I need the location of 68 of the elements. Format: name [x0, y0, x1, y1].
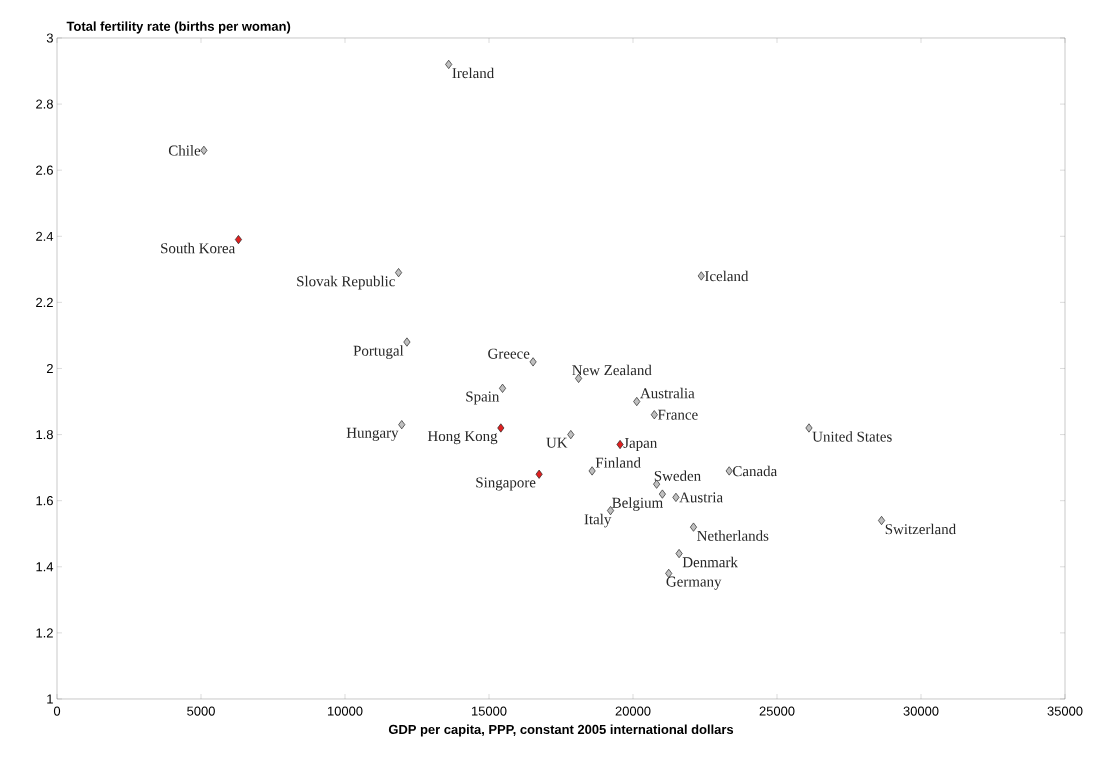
point — [725, 466, 733, 476]
point — [689, 522, 697, 532]
annotation: Italy — [584, 513, 612, 528]
point — [398, 420, 406, 430]
y-tick-label: 3 — [46, 33, 53, 43]
annotation: Finland — [595, 457, 641, 468]
annotation: Japan — [623, 438, 658, 451]
annotation: Portugal — [353, 345, 404, 359]
annotation: Chile — [168, 145, 201, 156]
x-tick-label: 0 — [53, 706, 61, 716]
x-tick-label: 20000 — [615, 706, 651, 716]
annotation: South Korea — [161, 242, 236, 254]
y-tick-label: 1.6 — [36, 496, 53, 506]
point — [403, 337, 411, 347]
point — [200, 145, 208, 155]
point — [633, 396, 641, 407]
annotation: Ireland — [452, 67, 495, 79]
point — [805, 423, 813, 433]
point — [529, 357, 537, 367]
y-tick-label: 1.2 — [36, 628, 53, 638]
annotation: Switzerland — [885, 523, 956, 535]
point — [499, 383, 507, 393]
annotation: Singapore — [476, 477, 536, 491]
x-axis-title: GDP per capita, PPP, constant 2005 international dollars — [388, 724, 734, 737]
point — [234, 235, 242, 245]
annotation: Greece — [488, 348, 530, 359]
y-tick-label: 2 — [46, 363, 53, 374]
annotation: Canada — [733, 465, 777, 477]
annotation: Denmark — [682, 556, 738, 568]
point — [878, 515, 886, 526]
annotation: New Zealand — [572, 364, 652, 376]
x-tick-label: 30000 — [903, 706, 939, 716]
annotation: United States — [812, 431, 892, 442]
x-tick-label: 25000 — [759, 706, 795, 716]
point — [497, 423, 505, 433]
x-tick-label: 10000 — [327, 706, 363, 716]
annotation: Belgium — [612, 497, 663, 511]
y-tick-label: 2.2 — [36, 297, 53, 307]
annotation: Spain — [466, 391, 500, 405]
annotation: Australia — [640, 387, 695, 399]
y-tick-label: 1.4 — [36, 562, 54, 572]
annotation: Germany — [666, 576, 722, 590]
y-axis-title: Total fertility rate (births per woman) — [66, 21, 291, 34]
point — [588, 466, 596, 476]
point — [535, 469, 543, 479]
annotation: Slovak Republic — [297, 275, 395, 290]
y-tick-label: 2.8 — [36, 99, 53, 109]
annotation: Hungary — [346, 427, 399, 441]
point — [445, 59, 453, 69]
point — [395, 268, 403, 278]
point — [650, 410, 658, 420]
annotation: UK — [546, 437, 568, 448]
y-tick-label: 2.6 — [36, 165, 53, 175]
annotation: Hong Kong — [427, 431, 498, 445]
annotation: Sweden — [654, 470, 701, 481]
x-tick-label: 15000 — [471, 706, 507, 716]
point — [675, 549, 683, 559]
x-tick-label: 5000 — [187, 706, 215, 716]
annotation: Iceland — [705, 270, 749, 282]
annotation: Austria — [679, 492, 723, 503]
annotation: France — [657, 409, 698, 420]
point — [697, 271, 705, 281]
y-tick-label: 2.4 — [36, 231, 54, 241]
y-tick-label: 1 — [47, 694, 53, 704]
y-tick-label: 1.8 — [36, 430, 53, 440]
x-tick-label: 35000 — [1047, 706, 1083, 716]
annotation: Netherlands — [697, 530, 769, 541]
point — [567, 430, 575, 440]
